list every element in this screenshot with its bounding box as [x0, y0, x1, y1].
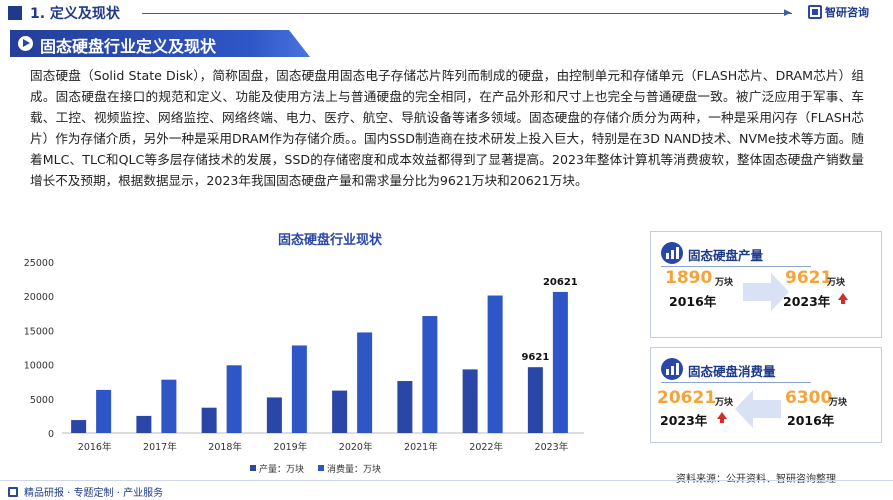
bar-production: [71, 420, 87, 433]
bar-chart: 0 5000 10000 15000 20000 25000 2016年 2017年 2018年…: [24, 258, 584, 475]
bar-consumption: [552, 291, 568, 433]
source-note: 资料来源：公开资料、智研咨询整理: [676, 474, 836, 485]
y-tick-label: 15000: [24, 326, 54, 337]
data-label-production-2023: 9621: [521, 352, 549, 363]
consumption-2016-year: 2016年: [787, 413, 835, 428]
production-2023-year: 2023年: [783, 294, 831, 309]
production-card-title: 固态硬盘产量: [688, 248, 764, 263]
production-2016-unit: 万块: [715, 278, 734, 288]
intro-paragraph: 固态硬盘（Solid State Disk），简称固盘，固态硬盘用固态电子存储芯…: [30, 68, 864, 188]
bar-consumption: [226, 365, 242, 433]
bar-chart-icon: [661, 242, 683, 264]
chart-title: 固态硬盘行业现状: [277, 233, 382, 248]
consumption-card-header: 固态硬盘消费量: [661, 358, 851, 383]
legend-label-consumption: 消费量：万块: [327, 463, 381, 475]
bar-chart-icon: [661, 358, 683, 380]
bar-consumption: [422, 316, 438, 433]
bar-production: [397, 381, 413, 433]
y-tick-label: 5000: [30, 395, 54, 406]
rule-arrow-icon: ▶: [784, 8, 791, 18]
bar-consumption: [96, 389, 112, 433]
header-underline: [661, 266, 811, 267]
y-tick-label: 0: [48, 429, 54, 440]
consumption-card: 固态硬盘消费量 20621 万块 2023年 6300 万块 2016年: [650, 347, 882, 443]
bar-production: [136, 415, 152, 433]
bar-consumption: [161, 379, 177, 433]
legend-label-production: 产量：万块: [259, 463, 304, 475]
consumption-2023-unit: 万块: [715, 398, 734, 408]
legend-swatch-production: [250, 465, 256, 471]
bar-production: [527, 367, 543, 433]
brand-name: 智研咨询: [825, 6, 869, 19]
bar-consumption: [357, 332, 373, 433]
footer-services: 精品研报 · 专题定制 · 产业服务: [8, 484, 163, 499]
brand: 智研咨询: [808, 4, 869, 20]
bar-production: [266, 397, 282, 433]
x-tick-label: 2022年: [469, 441, 503, 453]
section-marker: [8, 6, 22, 20]
consumption-2023-value: 20621: [657, 388, 717, 408]
play-icon: [18, 36, 33, 51]
bar-production: [332, 390, 348, 433]
bar-production: [201, 407, 217, 433]
x-tick-label: 2019年: [274, 441, 308, 453]
x-tick-label: 2017年: [143, 441, 177, 453]
y-tick-label: 10000: [24, 361, 54, 372]
legend-swatch-consumption: [318, 465, 324, 471]
left-arrow-icon: [735, 390, 781, 428]
production-card: 固态硬盘产量 1890 万块 2016年 9621 万块 2023年: [650, 231, 882, 338]
top-bar: 1. 定义及现状 ▶ 智研咨询: [0, 0, 893, 26]
x-tick-label: 2021年: [404, 441, 438, 453]
header-underline: [661, 382, 811, 383]
consumption-card-title: 固态硬盘消费量: [688, 364, 776, 379]
production-2016-year: 2016年: [669, 294, 717, 309]
title-banner: 固态硬盘行业定义及现状: [10, 30, 310, 57]
production-2016-value: 1890: [665, 268, 713, 288]
production-2023-unit: 万块: [827, 278, 846, 288]
production-2023-value: 9621: [785, 268, 833, 288]
footer-logo-icon: [8, 486, 18, 497]
bar-production: [462, 369, 478, 433]
data-label-consumption-2023: 20621: [543, 277, 578, 288]
right-arrow-icon: [743, 273, 789, 311]
x-tick-label: 2016年: [78, 441, 112, 453]
footer: 精品研报 · 专题定制 · 产业服务: [0, 480, 893, 500]
bar-consumption: [487, 295, 503, 433]
y-tick-label: 25000: [24, 258, 54, 269]
up-arrow-icon: [838, 293, 848, 304]
header-rule: [142, 13, 792, 14]
brand-logo-icon: [808, 5, 822, 19]
page-title: 固态硬盘行业定义及现状: [40, 37, 217, 56]
section-title: 1. 定义及现状: [30, 6, 120, 22]
y-tick-label: 20000: [24, 292, 54, 303]
x-tick-label: 2018年: [208, 441, 242, 453]
x-tick-label: 2023年: [535, 441, 569, 453]
bar-consumption: [291, 345, 307, 433]
consumption-2016-unit: 万块: [829, 398, 848, 408]
consumption-2023-year: 2023年: [660, 413, 708, 428]
up-arrow-icon: [717, 412, 727, 423]
x-tick-label: 2020年: [339, 441, 373, 453]
footer-services-text: 精品研报 · 专题定制 · 产业服务: [24, 488, 164, 499]
consumption-2016-value: 6300: [785, 388, 833, 408]
production-card-header: 固态硬盘产量: [661, 242, 851, 267]
